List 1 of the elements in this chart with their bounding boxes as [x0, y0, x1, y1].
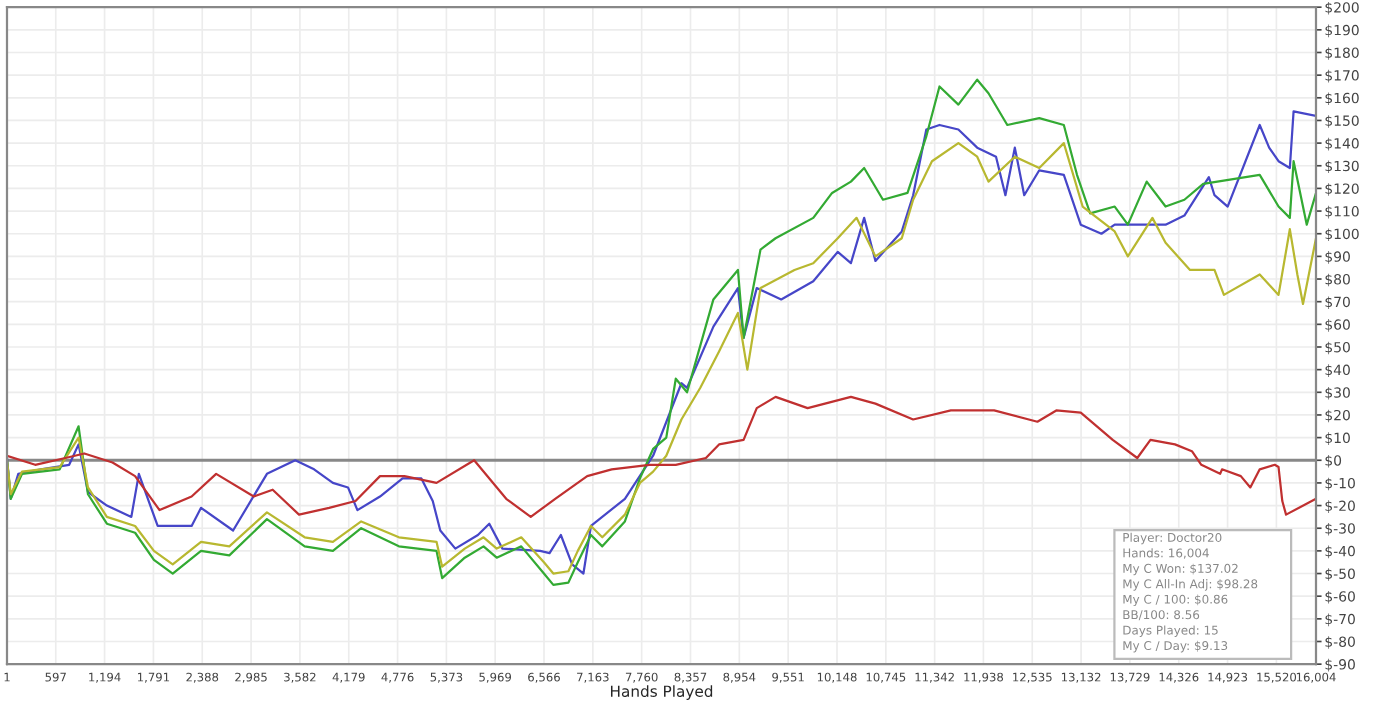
line-series	[7, 395, 1316, 519]
